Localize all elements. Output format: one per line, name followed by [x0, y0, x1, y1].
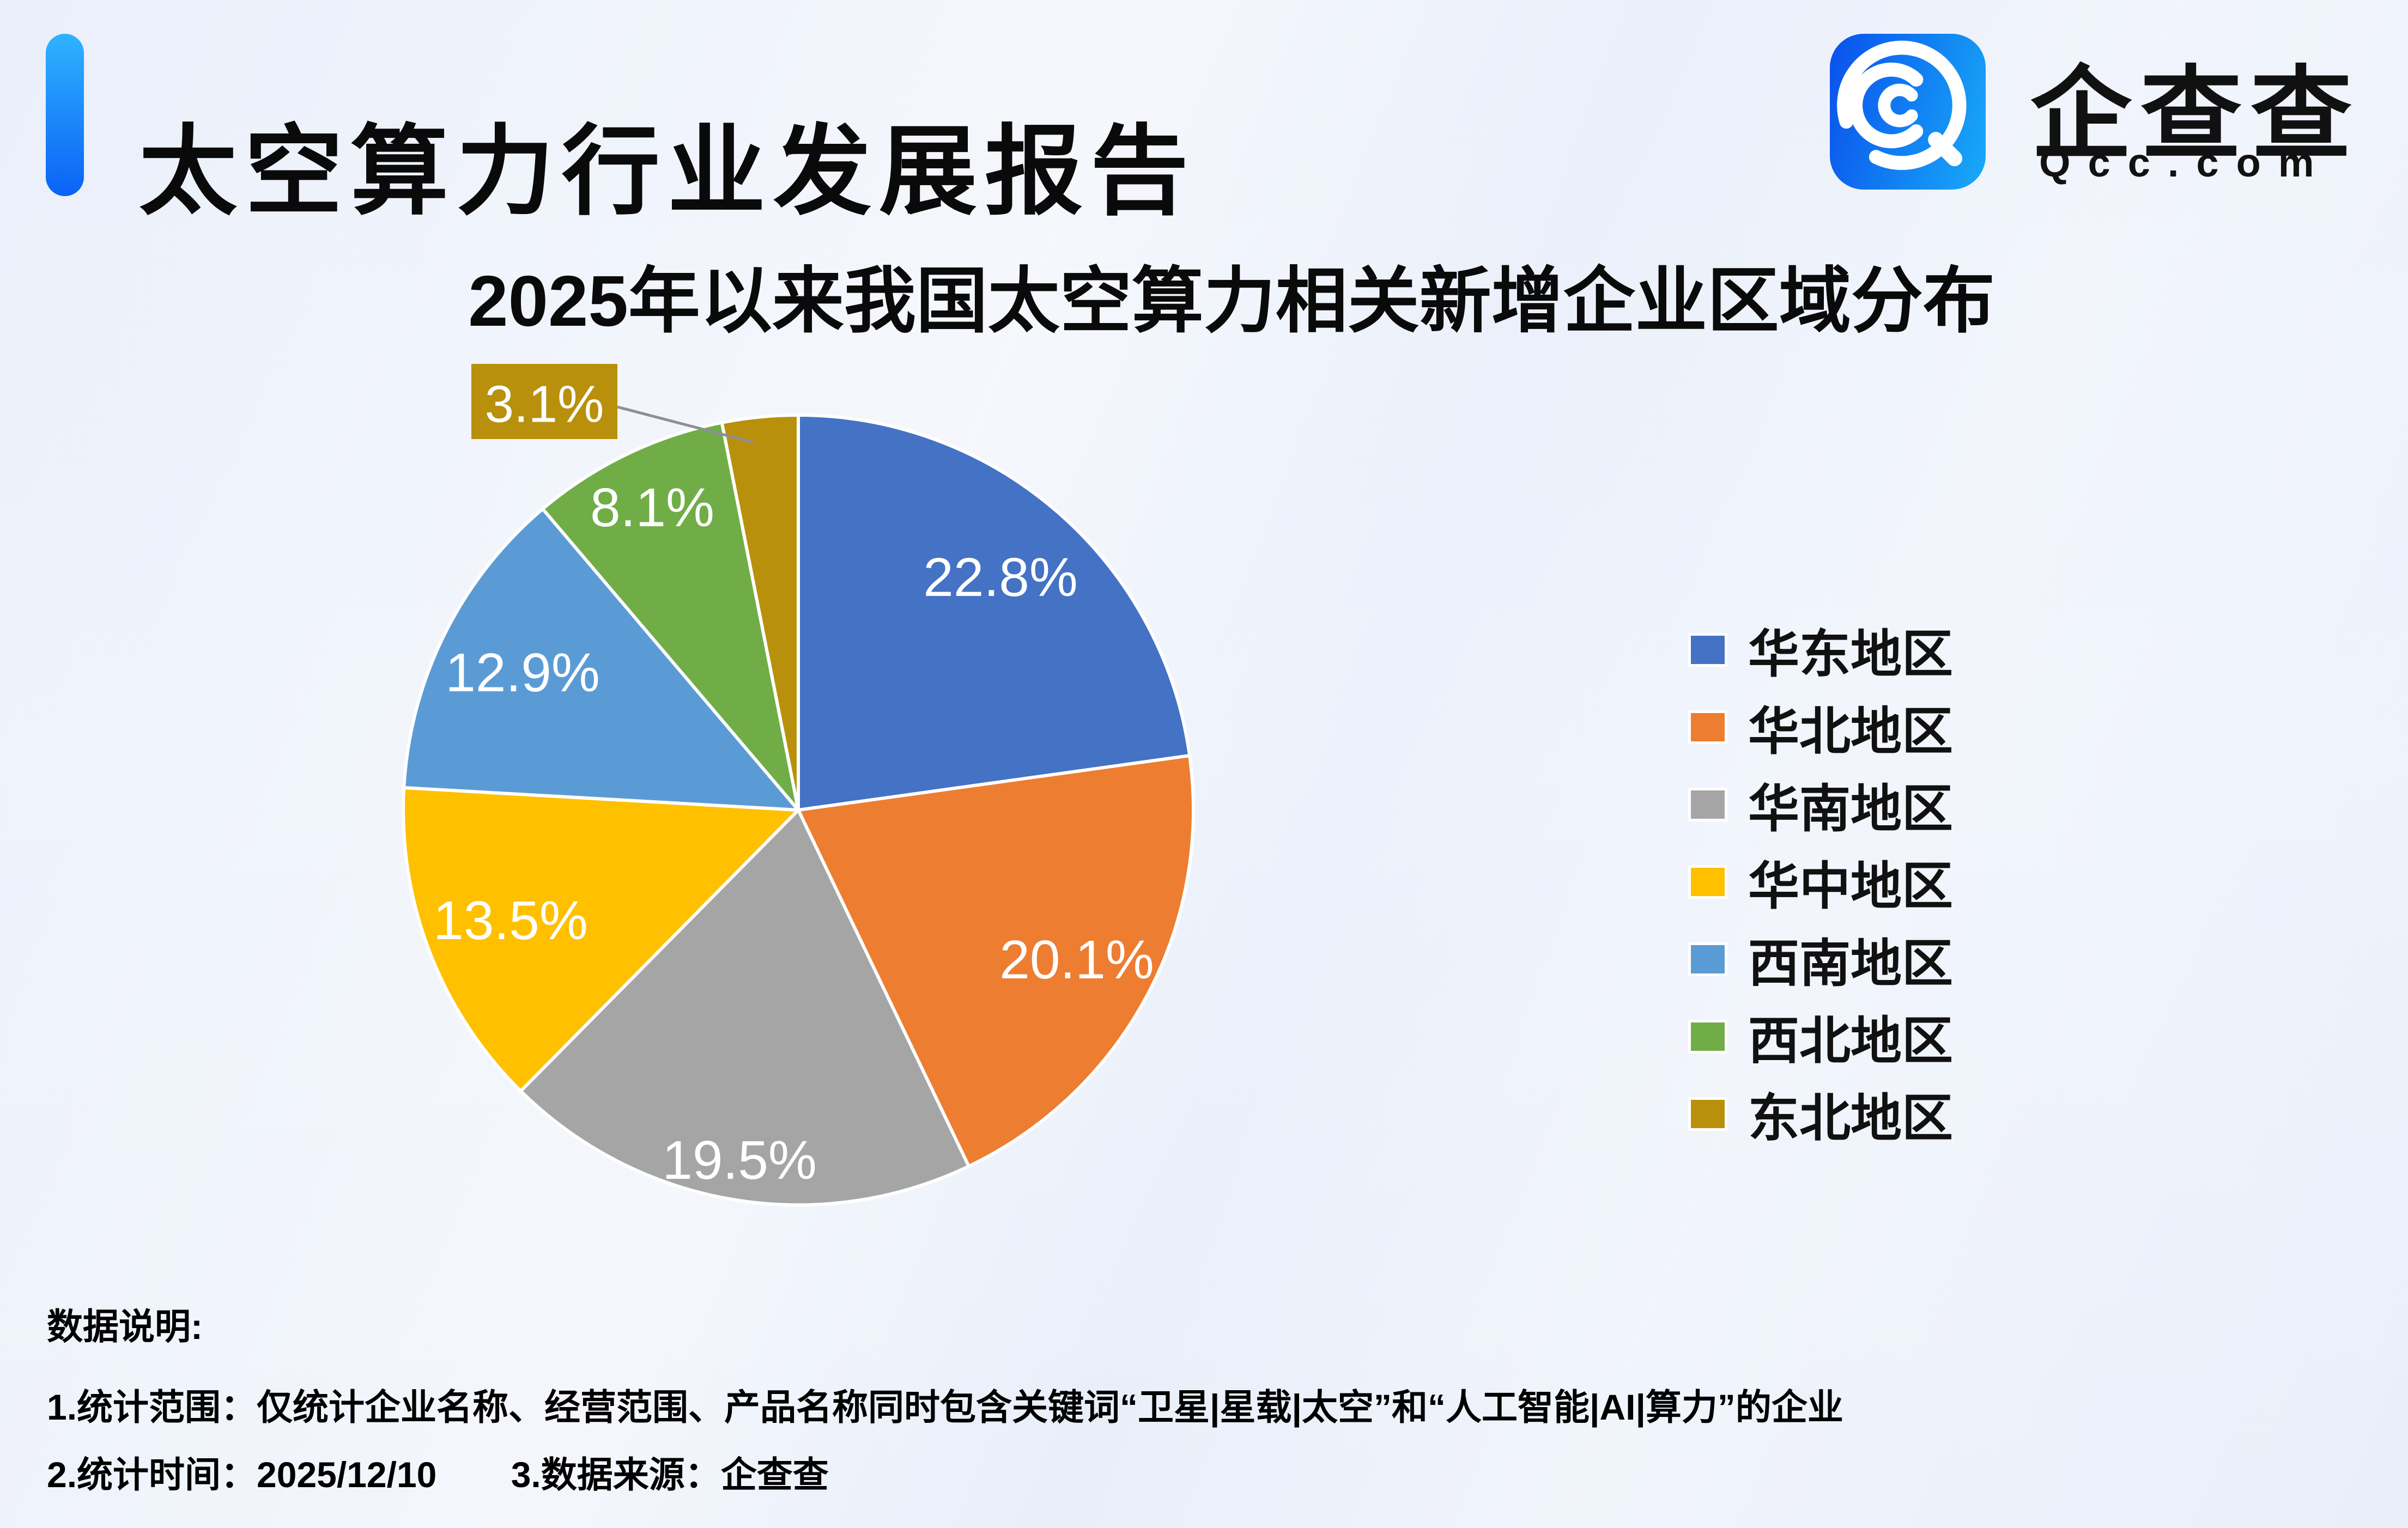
- legend-swatch: [1688, 788, 1727, 821]
- legend-item: 华北地区: [1688, 689, 1953, 766]
- pie-percent-label: 20.1%: [999, 929, 1154, 990]
- legend-item: 东北地区: [1688, 1075, 1953, 1153]
- legend-item: 华南地区: [1688, 766, 1953, 843]
- footer-note-line1: 1.统计范围：仅统计企业名称、经营范围、产品名称同时包含关键词“卫星|星载|太空…: [47, 1387, 1843, 1427]
- pie-slice-6: [720, 413, 800, 812]
- footer-note-line2: 2.统计时间：2025/12/10 3.数据来源：企查查: [47, 1446, 829, 1498]
- legend-label: 华东地区: [1748, 625, 1954, 683]
- pie-slice-4: [402, 507, 800, 812]
- legend-item: 华中地区: [1688, 843, 1953, 921]
- page-title: 太空算力行业发展报告: [139, 117, 1197, 227]
- legend-item: 西北地区: [1688, 998, 1953, 1075]
- legend-swatch: [1688, 942, 1727, 976]
- legend-label: 东北地区: [1748, 1089, 1954, 1147]
- pie-slice-1: [797, 754, 1195, 1168]
- legend-label: 西南地区: [1748, 935, 1954, 992]
- legend-swatch: [1688, 710, 1727, 744]
- legend-label: 华南地区: [1748, 780, 1954, 837]
- callout-leader-line: [617, 405, 754, 444]
- footer-note-source: 3.数据来源：企查查: [511, 1454, 829, 1495]
- legend-swatch: [1688, 633, 1727, 667]
- pie-slice-0: [797, 413, 1192, 812]
- legend: 华东地区 华北地区 华南地区 华中地区 西南地区 西北地区 东北地区: [1688, 611, 1953, 1153]
- legend-item: 华东地区: [1688, 611, 1953, 689]
- legend-label: 华北地区: [1748, 703, 1954, 760]
- header-accent-bar: [46, 34, 84, 196]
- chart-title: 2025年以来我国太空算力相关新增企业区域分布: [468, 261, 1995, 341]
- legend-label: 西北地区: [1748, 1012, 1954, 1069]
- pie-percent-label: 12.9%: [445, 642, 600, 703]
- pie-percent-label: 22.8%: [923, 547, 1078, 608]
- pie-chart: 22.8% 20.1% 19.5% 13.5% 12.9% 8.1% 3.1%: [402, 364, 1195, 1207]
- footer-note-stat-date: 2.统计时间：2025/12/10: [47, 1454, 437, 1495]
- legend-swatch: [1688, 1020, 1727, 1054]
- magnifier-icon: [1837, 40, 1967, 171]
- pie-percent-label: 19.5%: [662, 1130, 817, 1191]
- callout-box: [471, 364, 617, 439]
- callout-label: 3.1%: [485, 375, 604, 434]
- legend-item: 西南地区: [1688, 921, 1953, 998]
- legend-swatch: [1688, 865, 1727, 899]
- brand-domain: Qcc.com: [2039, 140, 2332, 185]
- pie-percent-label: 8.1%: [590, 477, 714, 538]
- legend-label: 华中地区: [1748, 857, 1954, 915]
- pie-percent-label: 13.5%: [433, 890, 588, 951]
- pie-slice-5: [541, 421, 800, 812]
- pie-slice-3: [402, 786, 800, 1093]
- legend-swatch: [1688, 1097, 1727, 1131]
- pie-slice-2: [519, 808, 971, 1207]
- footer-note-heading: 数据说明:: [47, 1306, 203, 1347]
- brand-name: 企查查: [2030, 58, 2361, 171]
- qcc-logo-tile: [1830, 34, 1986, 190]
